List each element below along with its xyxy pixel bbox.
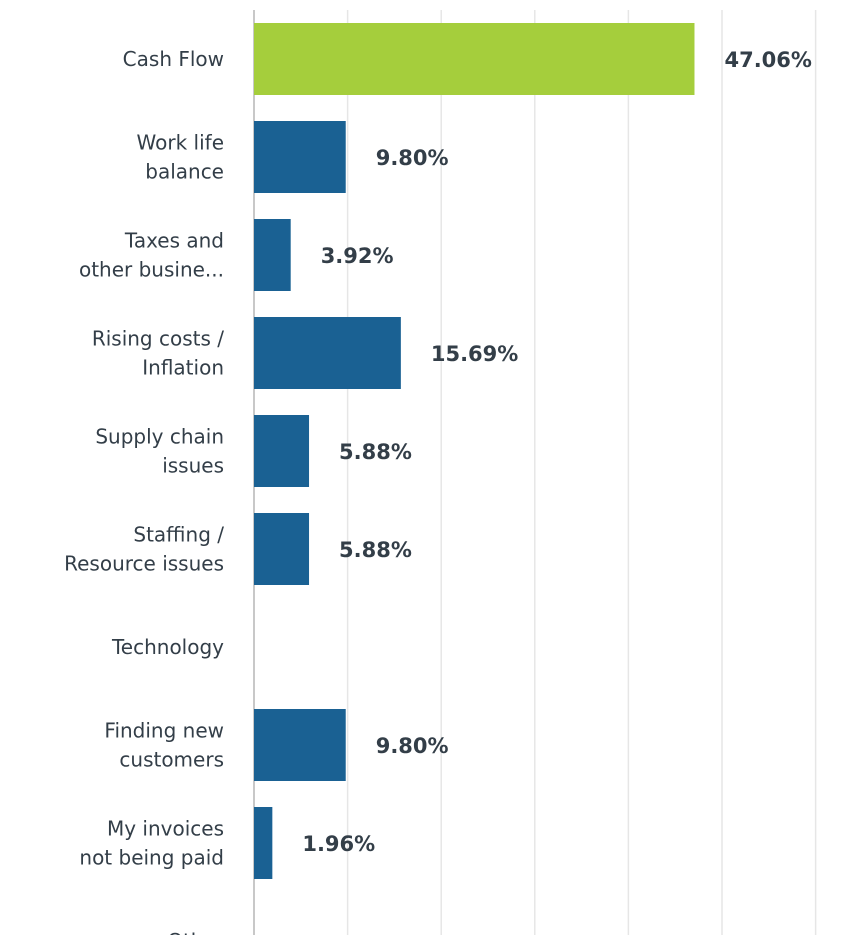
bar	[254, 317, 401, 389]
value-label: 1.96%	[302, 832, 375, 856]
category-label-line: Staffing /	[133, 523, 224, 547]
bars	[254, 23, 695, 879]
category-label: My invoices not being paid	[79, 817, 224, 870]
category-label-line: not being paid	[79, 846, 224, 870]
category-labels: Cash Flow Work life balance Taxes and other …	[64, 47, 225, 935]
category-label-line: Resource issues	[64, 552, 224, 576]
category-label: Finding new customers	[104, 719, 224, 772]
category-label: Cash Flow	[123, 47, 224, 71]
category-label-line: My invoices	[107, 817, 224, 841]
category-label: Technology	[111, 635, 224, 659]
value-label: 15.69%	[431, 342, 518, 366]
category-label-line: Work life	[137, 131, 224, 155]
bar	[254, 121, 346, 193]
category-label: Supply chain issues	[95, 425, 224, 478]
value-label: 5.88%	[339, 440, 412, 464]
bar	[254, 415, 310, 487]
bar	[254, 709, 346, 781]
category-label: Other	[167, 929, 225, 935]
category-label: Taxes and other busine...	[79, 229, 224, 282]
category-label: Staffing / Resource issues	[64, 523, 224, 576]
value-label: 5.88%	[339, 538, 412, 562]
category-label-line: Rising costs /	[92, 327, 224, 351]
value-labels: 47.06% 9.80% 3.92% 15.69% 5.88% 5.88% 9.80% 1.9…	[302, 48, 812, 856]
category-label-line: Cash Flow	[123, 47, 224, 71]
bar	[254, 807, 273, 879]
category-label-line: customers	[119, 748, 224, 772]
category-label-line: Supply chain	[95, 425, 224, 449]
bar	[254, 23, 695, 95]
category-label: Work life balance	[137, 131, 224, 184]
category-label-line: Other	[167, 929, 225, 935]
category-label-line: Technology	[111, 635, 224, 659]
category-label-line: other busine...	[79, 258, 224, 282]
category-label-line: Inflation	[142, 356, 224, 380]
value-label: 47.06%	[724, 48, 811, 72]
value-label: 9.80%	[376, 734, 449, 758]
category-label-line: balance	[145, 160, 224, 184]
bar	[254, 219, 291, 291]
value-label: 9.80%	[376, 146, 449, 170]
category-label-line: Taxes and	[124, 229, 224, 253]
bar	[254, 513, 310, 585]
category-label-line: issues	[162, 454, 224, 478]
category-label-line: Finding new	[104, 719, 224, 743]
value-label: 3.92%	[321, 244, 394, 268]
category-label: Rising costs / Inflation	[92, 327, 224, 380]
